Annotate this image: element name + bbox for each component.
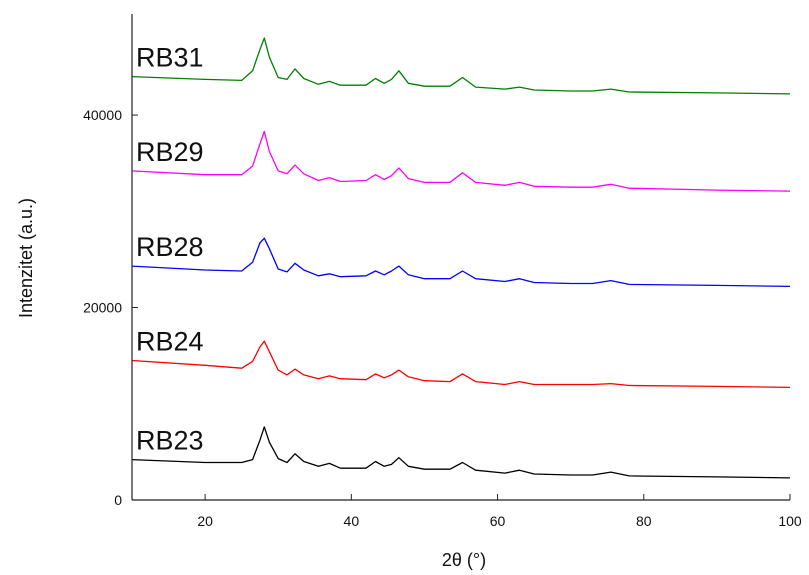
x-tick-label: 80 bbox=[636, 513, 652, 529]
y-tick-label: 40000 bbox=[83, 107, 122, 123]
series-labels: RB23 RB24 RB28 RB29 RB31 bbox=[136, 43, 204, 456]
x-tick-label: 100 bbox=[778, 513, 802, 529]
y-axis-title: Intenzitet (a.u.) bbox=[16, 198, 36, 318]
ticks-layer: 20 40 60 80 100 0 20000 40000 bbox=[83, 107, 802, 529]
series-label-rb24: RB24 bbox=[136, 326, 204, 356]
x-tick-label: 20 bbox=[197, 513, 213, 529]
x-axis-title: 2θ (°) bbox=[442, 550, 486, 570]
x-tick-label: 40 bbox=[344, 513, 360, 529]
series-line-rb29 bbox=[131, 130, 791, 192]
x-tick-label: 60 bbox=[490, 513, 506, 529]
series-layer bbox=[131, 37, 791, 479]
series-label-rb29: RB29 bbox=[136, 137, 204, 167]
y-tick-label: 0 bbox=[114, 492, 122, 508]
series-label-rb28: RB28 bbox=[136, 232, 204, 262]
series-line-rb28 bbox=[131, 237, 791, 288]
y-tick-label: 20000 bbox=[83, 300, 122, 316]
series-label-rb31: RB31 bbox=[136, 43, 204, 73]
series-label-rb23: RB23 bbox=[136, 426, 204, 456]
series-line-rb24 bbox=[131, 340, 791, 389]
series-line-rb23 bbox=[131, 426, 791, 479]
axes-layer bbox=[131, 14, 790, 501]
series-line-rb31 bbox=[131, 37, 791, 95]
